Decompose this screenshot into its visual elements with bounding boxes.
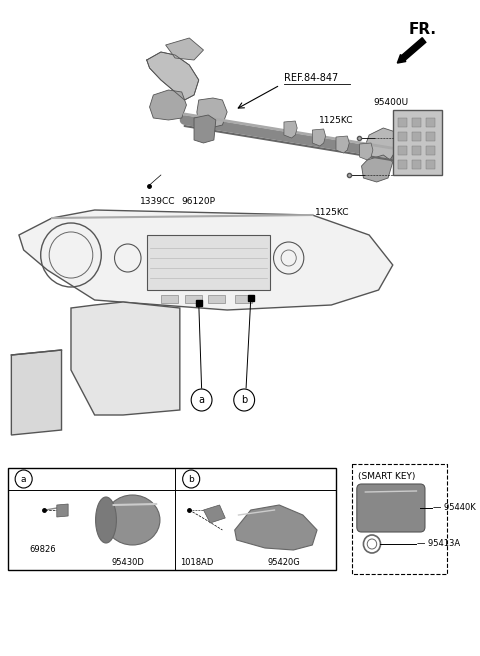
Polygon shape	[12, 350, 61, 435]
FancyArrow shape	[397, 37, 426, 63]
FancyBboxPatch shape	[357, 484, 425, 532]
Bar	[426, 146, 435, 155]
Polygon shape	[57, 504, 68, 517]
Polygon shape	[336, 136, 349, 153]
Bar	[208, 295, 225, 303]
Bar	[397, 132, 407, 141]
Bar	[161, 295, 178, 303]
Text: — 95413A: — 95413A	[418, 539, 460, 548]
Text: b: b	[241, 395, 247, 405]
Text: 95430D: 95430D	[111, 558, 144, 567]
Bar	[426, 160, 435, 169]
Bar	[412, 132, 421, 141]
Ellipse shape	[105, 495, 160, 545]
Text: 95400U: 95400U	[374, 98, 409, 107]
Text: 1339CC: 1339CC	[140, 197, 176, 206]
Polygon shape	[197, 98, 227, 128]
Bar	[412, 146, 421, 155]
Text: 69826: 69826	[29, 545, 56, 554]
Text: 1125KC: 1125KC	[315, 208, 349, 217]
Bar	[184, 295, 202, 303]
Bar	[397, 146, 407, 155]
Bar	[147, 235, 270, 290]
Polygon shape	[147, 52, 199, 100]
Polygon shape	[364, 128, 397, 165]
Text: FR.: FR.	[409, 22, 437, 37]
Circle shape	[367, 539, 377, 549]
Circle shape	[191, 389, 212, 411]
Bar	[8, 468, 336, 570]
Text: (SMART KEY): (SMART KEY)	[358, 472, 415, 481]
Bar	[412, 118, 421, 127]
Polygon shape	[166, 38, 204, 60]
Circle shape	[234, 389, 254, 411]
Bar	[393, 110, 442, 175]
Text: 1125KC: 1125KC	[319, 116, 353, 125]
Polygon shape	[360, 143, 373, 160]
Bar	[426, 118, 435, 127]
Polygon shape	[204, 505, 225, 523]
Polygon shape	[235, 505, 317, 550]
Text: b: b	[188, 474, 194, 483]
Bar	[397, 118, 407, 127]
Bar	[352, 464, 447, 574]
Polygon shape	[361, 155, 393, 182]
Text: a: a	[21, 474, 26, 483]
Text: 1018AD: 1018AD	[180, 558, 214, 567]
Polygon shape	[19, 210, 393, 310]
Bar	[397, 160, 407, 169]
Circle shape	[15, 470, 32, 488]
Polygon shape	[194, 115, 216, 143]
Text: a: a	[199, 395, 204, 405]
Text: 95420G: 95420G	[267, 558, 300, 567]
Polygon shape	[71, 302, 180, 415]
Text: REF.84-847: REF.84-847	[284, 73, 338, 83]
Polygon shape	[312, 129, 325, 146]
Bar	[412, 160, 421, 169]
Text: — 95440K: — 95440K	[433, 504, 476, 512]
Bar	[235, 295, 252, 303]
Ellipse shape	[96, 497, 117, 543]
Polygon shape	[284, 121, 297, 138]
Polygon shape	[150, 90, 186, 120]
Circle shape	[183, 470, 200, 488]
Text: 96120P: 96120P	[182, 197, 216, 206]
Bar	[426, 132, 435, 141]
